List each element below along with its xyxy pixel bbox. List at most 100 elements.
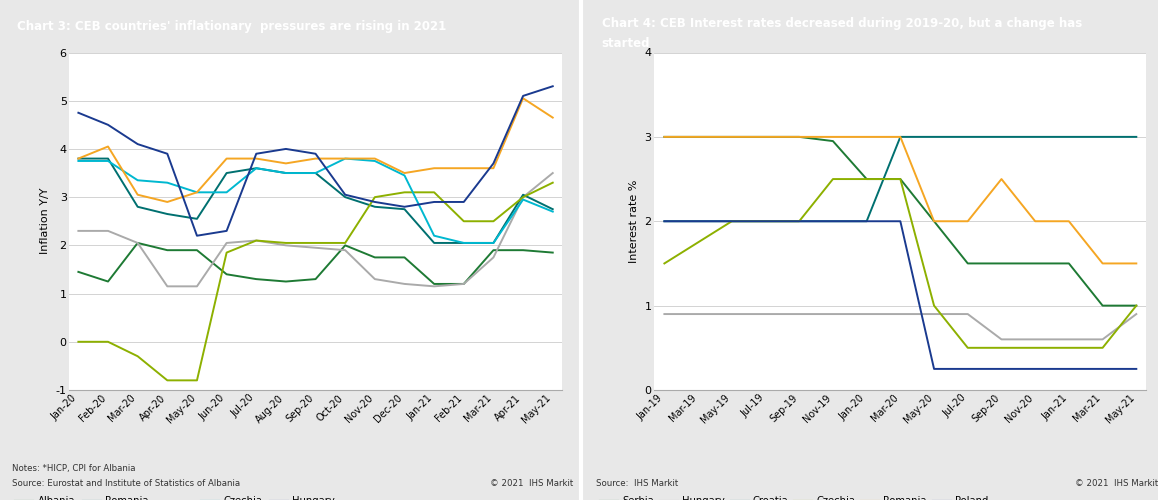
Albania: [72, 269, 86, 275]
Albania: [545, 250, 559, 256]
Romania: [725, 134, 739, 140]
Poland: [131, 192, 145, 198]
Albania: [249, 276, 263, 282]
Czechia: [826, 176, 840, 182]
Czechia: [725, 218, 739, 224]
Serbia: [826, 138, 840, 144]
Albania: [190, 247, 204, 253]
Poland: [758, 218, 772, 224]
Line: Hungary: Hungary: [665, 314, 1136, 340]
Serbia: [457, 281, 471, 287]
Y-axis label: Inflation Y/Y: Inflation Y/Y: [41, 188, 50, 254]
Poland: [160, 199, 174, 205]
Poland: [249, 156, 263, 162]
Poland: [190, 190, 204, 196]
Romania: [1028, 218, 1042, 224]
Hungary: [894, 311, 908, 317]
Hungary: [792, 311, 806, 317]
Hungary: [397, 204, 411, 210]
Czechia: [961, 345, 975, 351]
Serbia: [427, 284, 441, 290]
Czechia: [397, 172, 411, 178]
Czechia: [220, 190, 234, 196]
Serbia: [368, 276, 382, 282]
Macedonia, North: [279, 240, 293, 246]
Line: Romania: Romania: [79, 158, 552, 243]
Czechia: [758, 218, 772, 224]
Albania: [131, 240, 145, 246]
Romania: [368, 204, 382, 210]
Macedonia, North: [131, 353, 145, 359]
Czechia: [1129, 302, 1143, 308]
Macedonia, North: [545, 180, 559, 186]
Czechia: [1028, 345, 1042, 351]
Romania: [220, 170, 234, 176]
Macedonia, North: [308, 240, 322, 246]
Poland: [427, 165, 441, 171]
Czechia: [131, 178, 145, 184]
Poland: [928, 366, 941, 372]
Czechia: [249, 165, 263, 171]
Czechia: [691, 240, 705, 246]
Romania: [826, 134, 840, 140]
Romania: [928, 218, 941, 224]
Poland: [1129, 366, 1143, 372]
Poland: [368, 156, 382, 162]
Romania: [894, 134, 908, 140]
Croatia: [792, 218, 806, 224]
Czechia: [160, 180, 174, 186]
Macedonia, North: [160, 378, 174, 384]
Hungary: [220, 228, 234, 234]
Poland: [961, 366, 975, 372]
Romania: [792, 134, 806, 140]
Legend: Albania, Serbia, Romania, Macedonia, North, Czechia, Poland, Hungary: Albania, Serbia, Romania, Macedonia, Nor…: [15, 496, 335, 500]
Croatia: [1028, 134, 1042, 140]
Romania: [1062, 218, 1076, 224]
Macedonia, North: [397, 190, 411, 196]
Serbia: [658, 134, 672, 140]
Serbia: [545, 170, 559, 176]
Albania: [457, 281, 471, 287]
Line: Croatia: Croatia: [665, 137, 1136, 221]
Text: Source: Eurostat and Institute of Statistics of Albania: Source: Eurostat and Institute of Statis…: [12, 478, 240, 488]
Text: Chart 4: CEB Interest rates decreased during 2019-20, but a change has: Chart 4: CEB Interest rates decreased du…: [602, 17, 1082, 30]
Serbia: [691, 134, 705, 140]
Serbia: [1129, 302, 1143, 308]
Serbia: [220, 240, 234, 246]
Czechia: [486, 240, 500, 246]
Hungary: [826, 311, 840, 317]
Macedonia, North: [101, 339, 115, 345]
Romania: [160, 211, 174, 217]
Croatia: [928, 134, 941, 140]
Hungary: [961, 311, 975, 317]
Serbia: [928, 218, 941, 224]
Macedonia, North: [338, 240, 352, 246]
Hungary: [427, 199, 441, 205]
Poland: [545, 114, 559, 120]
Macedonia, North: [249, 238, 263, 244]
Czechia: [894, 176, 908, 182]
Line: Serbia: Serbia: [79, 173, 552, 286]
Hungary: [995, 336, 1009, 342]
Macedonia, North: [190, 378, 204, 384]
Czechia: [72, 158, 86, 164]
Serbia: [961, 260, 975, 266]
Hungary: [691, 311, 705, 317]
Serbia: [72, 228, 86, 234]
Romania: [101, 156, 115, 162]
Romania: [279, 170, 293, 176]
Serbia: [1028, 260, 1042, 266]
Romania: [338, 194, 352, 200]
Macedonia, North: [72, 339, 86, 345]
Czechia: [368, 158, 382, 164]
Hungary: [1129, 311, 1143, 317]
Hungary: [516, 93, 530, 99]
Czechia: [427, 232, 441, 238]
Croatia: [691, 218, 705, 224]
Line: Macedonia, North: Macedonia, North: [79, 182, 552, 380]
Romania: [131, 204, 145, 210]
Hungary: [859, 311, 873, 317]
Text: Notes: *HICP, CPI for Albania: Notes: *HICP, CPI for Albania: [12, 464, 135, 472]
Croatia: [826, 218, 840, 224]
Legend: Serbia, Hungary, Croatia, Czechia, Romania, Poland: Serbia, Hungary, Croatia, Czechia, Roman…: [600, 496, 988, 500]
